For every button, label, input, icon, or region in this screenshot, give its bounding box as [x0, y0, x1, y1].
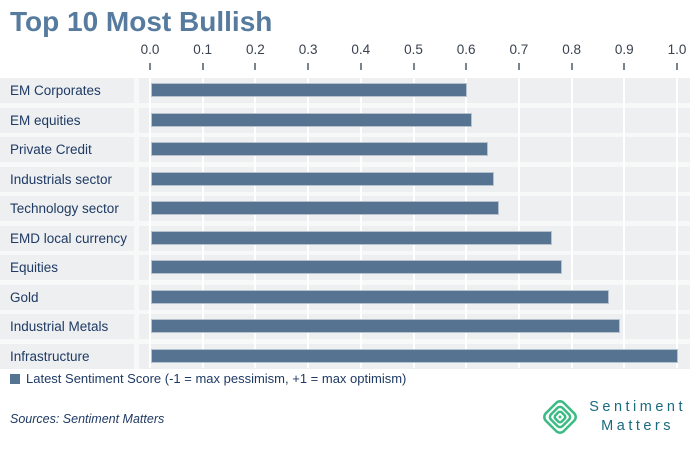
bar: [151, 171, 494, 186]
bar: [151, 289, 610, 304]
category-label: Private Credit: [0, 137, 134, 162]
table-row: EM equities: [0, 107, 690, 133]
category-label: EM equities: [0, 107, 134, 133]
table-row: Technology sector: [0, 196, 690, 221]
axis-tick-label: 0.3: [298, 42, 318, 57]
axis-tick-label: 0.4: [351, 42, 371, 57]
category-label: Infrastructure: [0, 343, 134, 369]
axis-tick-mark: [359, 63, 362, 70]
axis-tick-mark: [254, 63, 257, 70]
chart-title: Top 10 Most Bullish: [10, 6, 273, 37]
row-plot-strip: [139, 225, 690, 251]
brand-logo-line1: Sentiment: [589, 399, 686, 416]
bar: [151, 230, 552, 245]
brand-logo: Sentiment Matters: [540, 397, 686, 437]
legend-label: Latest Sentiment Score (-1 = max pessimi…: [26, 371, 407, 386]
bar: [151, 319, 621, 333]
axis-tick-label: 0.8: [562, 42, 581, 57]
axis-tick-mark: [570, 63, 573, 70]
axis-tick-label: 0.2: [246, 42, 265, 57]
bar: [151, 112, 473, 127]
axis-tick-mark: [623, 63, 626, 70]
axis-tick-mark: [307, 63, 310, 70]
bar: [151, 201, 499, 215]
axis-tick-mark: [676, 63, 678, 70]
table-row: Infrastructure: [0, 343, 690, 369]
row-plot-strip: [139, 314, 690, 339]
table-row: Equities: [0, 255, 690, 280]
table-row: Private Credit: [0, 137, 690, 162]
row-plot-strip: [139, 255, 690, 280]
row-plot-strip: [139, 284, 690, 310]
bar: [151, 83, 468, 97]
axis-tick-label: 0.5: [404, 42, 423, 57]
bar: [151, 142, 489, 156]
axis-tick-mark: [465, 63, 468, 70]
axis-tick-mark: [517, 63, 520, 70]
row-plot-strip: [139, 196, 690, 221]
category-label: Technology sector: [0, 196, 134, 221]
category-label: Industrials sector: [0, 166, 134, 192]
table-row: Industrial Metals: [0, 314, 690, 339]
table-row: Industrials sector: [0, 166, 690, 192]
table-row: EMD local currency: [0, 225, 690, 251]
sources-note: Sources: Sentiment Matters: [10, 412, 165, 426]
bar-chart: EM Corporates EM equities Private Credit In…: [0, 78, 690, 369]
bar: [151, 260, 563, 274]
row-plot-strip: [139, 137, 690, 162]
legend-marker-icon: [10, 373, 20, 384]
category-label: Gold: [0, 284, 134, 310]
table-row: Gold: [0, 284, 690, 310]
axis-tick-label: 0.7: [509, 42, 529, 57]
axis-tick-mark: [201, 63, 204, 70]
axis-tick-label: 1.0: [667, 42, 687, 57]
category-label: EM Corporates: [0, 78, 134, 103]
row-plot-strip: [139, 78, 690, 103]
axis-tick-mark: [412, 63, 415, 70]
row-plot-strip: [139, 343, 690, 369]
brand-logo-line2: Matters: [601, 418, 675, 434]
row-plot-strip: [139, 166, 690, 192]
axis-tick-label: 0.6: [456, 42, 476, 57]
axis-tick-label: 0.9: [614, 42, 634, 57]
row-plot-strip: [139, 107, 690, 133]
axis-tick-label: 0.0: [140, 42, 160, 57]
legend: Latest Sentiment Score (-1 = max pessimi…: [10, 371, 406, 386]
category-label: Equities: [0, 255, 134, 280]
axis-tick-mark: [149, 63, 151, 70]
table-row: EM Corporates: [0, 78, 690, 103]
category-label: Industrial Metals: [0, 314, 134, 339]
category-label: EMD local currency: [0, 225, 134, 251]
bar: [151, 348, 678, 363]
brand-logo-text: Sentiment Matters: [589, 398, 686, 436]
sentiment-matters-logo-icon: [543, 400, 578, 434]
axis-tick-label: 0.1: [193, 42, 213, 57]
